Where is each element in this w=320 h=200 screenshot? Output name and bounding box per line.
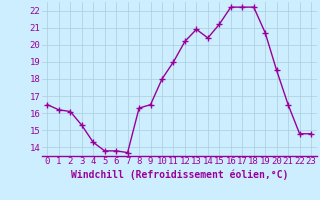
X-axis label: Windchill (Refroidissement éolien,°C): Windchill (Refroidissement éolien,°C) <box>70 169 288 180</box>
